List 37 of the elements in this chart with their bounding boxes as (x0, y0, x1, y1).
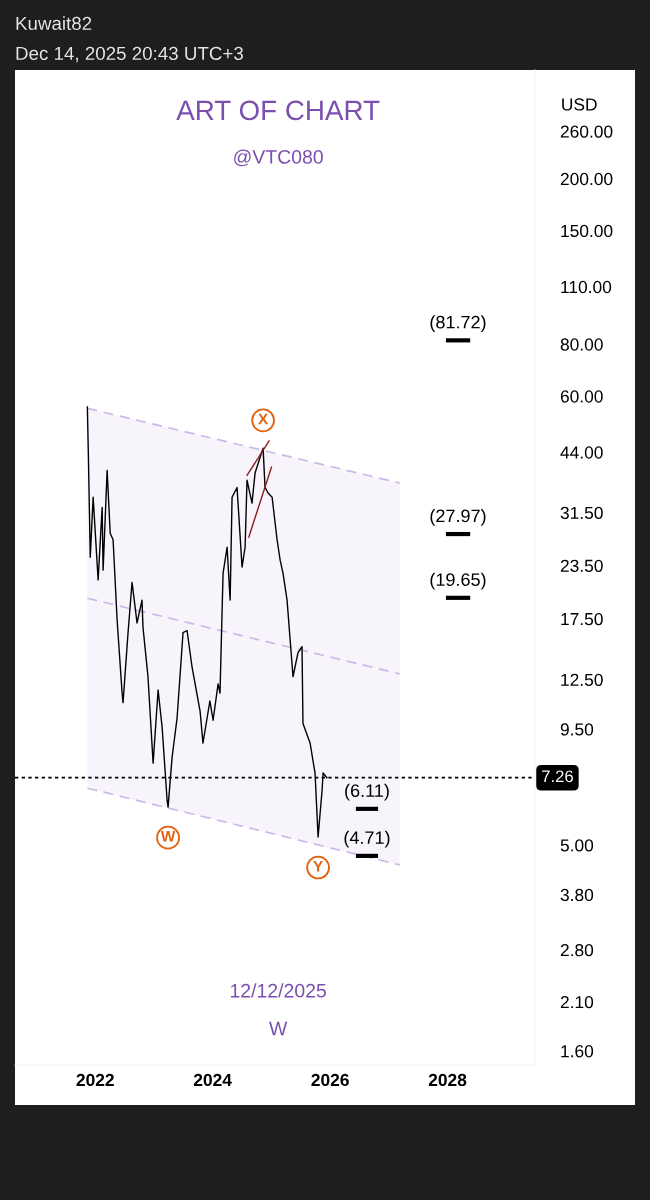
annotation: 12/12/2025 (230, 983, 326, 998)
y-tick-label: 9.50 (560, 723, 594, 736)
annotation: W (269, 1021, 288, 1036)
x-tick-label: 2026 (311, 1073, 349, 1087)
annotation: (27.97) (430, 508, 486, 526)
y-tick-label: 2.80 (560, 943, 594, 957)
annotation: X (258, 413, 269, 425)
y-tick-label: 17.50 (561, 612, 603, 626)
x-tick-label: 2024 (193, 1073, 232, 1087)
annotation: W (160, 831, 176, 842)
x-tick-label: 2028 (428, 1073, 467, 1087)
annotation: (19.65) (430, 572, 486, 590)
annotation: (4.71) (344, 830, 390, 848)
y-tick-label: 44.00 (560, 446, 603, 459)
y-tick-label: 2.10 (560, 995, 594, 1009)
y-tick-label: 80.00 (560, 338, 603, 351)
text: Kuwait82 (16, 16, 92, 31)
y-tick-label: 200.00 (560, 172, 613, 186)
text: @VTC080 (234, 149, 323, 167)
annotation: Y (313, 860, 323, 872)
ref-line-label: 7.26 (542, 770, 573, 783)
annotation: (81.72) (430, 315, 486, 333)
y-tick-label: 23.50 (560, 559, 603, 572)
text: Dec 14, 2025 20:43 UTC+3 (16, 46, 243, 63)
text: ART OF CHART (176, 100, 380, 121)
y-tick-label: 3.80 (560, 888, 594, 902)
y-tick-label: 60.00 (560, 390, 603, 403)
y-tick-label: 110.00 (561, 280, 612, 294)
y-tick-label: 31.50 (560, 506, 603, 520)
y-tick-label: 1.60 (561, 1045, 594, 1058)
y-tick-label: 5.00 (560, 839, 594, 852)
x-tick-label: 2022 (76, 1073, 114, 1087)
y-tick-label: 260.00 (560, 125, 613, 138)
y-tick-label: 12.50 (561, 673, 603, 687)
y-tick-label: 150.00 (561, 224, 613, 238)
annotation: (6.11) (345, 783, 389, 801)
y-axis-title: USD (562, 98, 597, 111)
